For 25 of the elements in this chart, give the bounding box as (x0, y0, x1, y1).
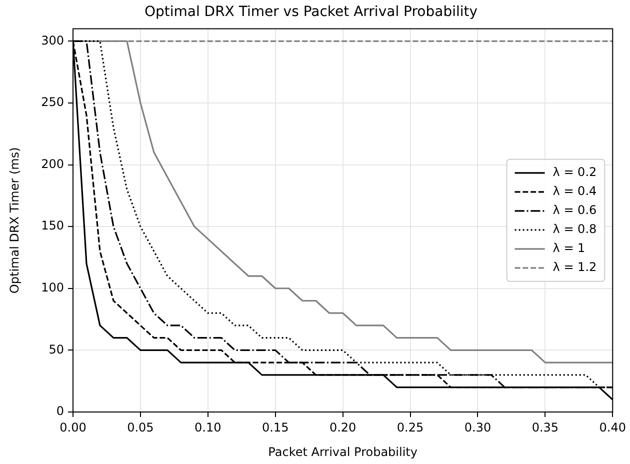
legend-label: λ = 0.6 (552, 203, 597, 218)
legend-label: λ = 0.2 (552, 165, 597, 180)
y-tick-label: 250 (41, 95, 64, 110)
y-tick-label: 150 (41, 218, 64, 233)
x-axis-title: Packet Arrival Probability (268, 444, 418, 459)
x-tick-label: 0.00 (60, 420, 86, 434)
legend-label: λ = 0.4 (552, 184, 597, 198)
y-axis-title: Optimal DRX Timer (ms) (7, 147, 22, 294)
x-tick-label: 0.30 (464, 420, 492, 434)
x-tick-label: 0.35 (532, 420, 559, 434)
legend-label: λ = 1 (552, 241, 586, 256)
y-tick-label: 100 (41, 280, 64, 295)
x-tick-label: 0.05 (127, 420, 154, 434)
chart-title: Optimal DRX Timer vs Packet Arrival Probability (144, 4, 478, 20)
y-tick-label: 200 (41, 156, 64, 171)
y-tick-label: 300 (41, 33, 64, 48)
x-tick-label: 0.25 (396, 420, 424, 434)
y-tick-label: 50 (48, 342, 64, 356)
y-tick-label: 0 (56, 404, 64, 418)
legend-label: λ = 1.2 (552, 260, 597, 274)
x-tick-label: 0.20 (329, 420, 356, 434)
x-tick-label: 0.15 (262, 420, 289, 434)
legend-label: λ = 0.8 (552, 222, 597, 236)
x-tick-label: 0.10 (194, 420, 222, 434)
x-tick-label: 0.40 (599, 420, 626, 434)
